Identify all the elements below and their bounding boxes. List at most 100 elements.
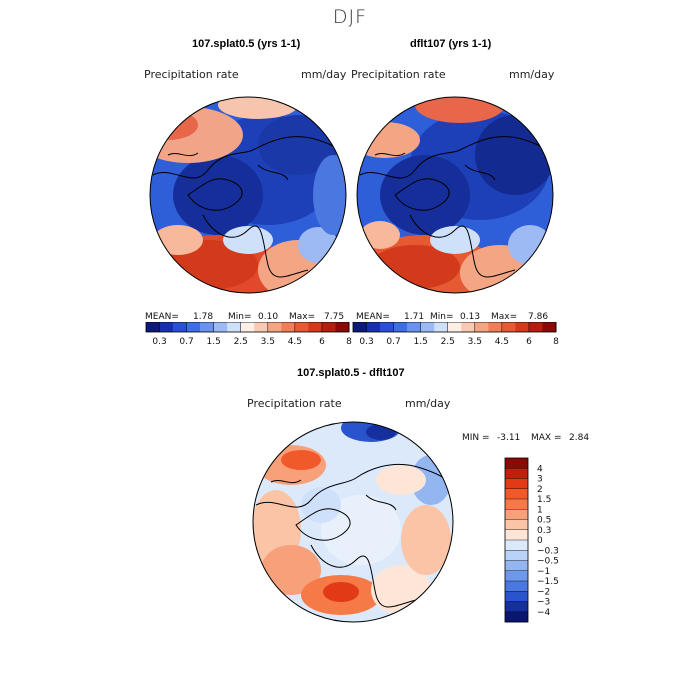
panel3-colorbar-tick-label: −0.3 <box>537 546 559 556</box>
panel1-colorbar-tick-label: 4.5 <box>288 337 302 347</box>
panel1-colorbar-tick-label: 1.5 <box>207 337 221 347</box>
panel3-colorbar-swatch <box>505 560 528 572</box>
panel2-mean-value: 1.71 <box>404 312 425 322</box>
panel2-colorbar-tick-label: 2.5 <box>441 337 455 347</box>
panel1-units: mm/day <box>301 68 347 81</box>
panel3-colorbar-tick-label: −0.5 <box>537 557 559 567</box>
panel3-map <box>252 421 454 623</box>
panel2-colorbar-tick-label: 6 <box>526 337 532 347</box>
panel3-colorbar-tick-label: 0 <box>537 536 543 546</box>
panel1-colorbar-swatch <box>308 322 323 332</box>
panel3-colorbar-swatch <box>505 540 528 551</box>
panel2-units: mm/day <box>509 68 555 81</box>
panel3-colorbar-tick-label: 1.5 <box>537 495 551 505</box>
panel1-colorbar-swatch <box>186 322 201 332</box>
panel3-colorbar-tick-label: 3 <box>537 475 543 485</box>
panel1-colorbar-swatch <box>335 322 350 332</box>
panel3-title: 107.splat0.5 - dflt107 <box>297 367 405 379</box>
panel1-colorbar-tick-label: 8 <box>346 337 352 347</box>
panel1-colorbar-tick-label: 2.5 <box>234 337 248 347</box>
panel1-mean-value: 1.78 <box>193 312 214 322</box>
panel2-colorbar-swatch <box>528 322 543 332</box>
panel2-colorbar-swatch <box>501 322 516 332</box>
panel1-max-value: 7.75 <box>324 312 345 322</box>
panel1-colorbar-swatch <box>281 322 296 332</box>
panel3-max-label: MAX = <box>531 433 562 443</box>
panel3-colorbar-swatch <box>505 509 528 520</box>
panel1-colorbar-swatch <box>213 322 228 332</box>
panel2-colorbar-tick-label: 8 <box>553 337 559 347</box>
panel1-colorbar-swatch <box>200 322 214 332</box>
panel3-colorbar-swatch <box>505 570 528 582</box>
panel3-colorbar-tick-label: −3 <box>537 598 550 608</box>
panel2-colorbar-swatch <box>366 322 381 332</box>
panel1-colorbar-tick-label: 3.5 <box>261 337 275 347</box>
panel3-min-label: MIN = <box>462 433 490 443</box>
panel1-colorbar-swatch <box>240 322 255 332</box>
panel2-colorbar-tick-label: 3.5 <box>468 337 482 347</box>
panel3-colorbar-swatch <box>505 458 528 469</box>
panel1-colorbar-swatch <box>146 322 160 332</box>
panel1-min-value: 0.10 <box>258 312 279 322</box>
panel1-colorbar: 0.3 0.7 1.5 2.5 3.5 4.5 6 8 <box>145 322 352 347</box>
panel2-colorbar-swatch <box>488 322 503 332</box>
panel2-colorbar-swatch <box>447 322 462 332</box>
panel1-colorbar-tick-label: 6 <box>319 337 325 347</box>
panel1-max-label: Max= <box>289 312 316 322</box>
panel2-colorbar-tick-label: 0.3 <box>359 337 373 347</box>
panel3-variable: Precipitation rate <box>247 397 342 410</box>
panel3-colorbar-tick-label: −4 <box>537 608 551 618</box>
panel1-map <box>149 96 347 294</box>
panel3-colorbar-swatch <box>505 519 528 531</box>
panel1-colorbar-swatch <box>294 322 309 332</box>
panel2-max-label: Max= <box>491 312 518 322</box>
panel3-colorbar-swatch <box>505 601 528 613</box>
panel2-colorbar-swatch <box>515 322 530 332</box>
panel1-colorbar-swatch <box>159 322 174 332</box>
panel1-mean-label: MEAN= <box>145 312 179 322</box>
panel2-colorbar: 0.3 0.7 1.5 2.5 3.5 4.5 6 8 <box>352 322 559 347</box>
panel3-colorbar-swatch <box>505 581 528 592</box>
panel2-colorbar-swatch <box>393 322 408 332</box>
panel3-colorbar-swatch <box>505 478 528 490</box>
panel1-colorbar-swatch <box>227 322 242 332</box>
panel2-variable: Precipitation rate <box>351 68 446 81</box>
panel2-colorbar-swatch <box>407 322 421 332</box>
panel2-colorbar-swatch <box>542 322 557 332</box>
panel3-colorbar-tick-label: 0.5 <box>537 516 551 526</box>
panel2-min-label: Min= <box>430 312 454 322</box>
panel3-colorbar-tick-label: 0.3 <box>537 526 551 536</box>
panel3-colorbar-tick-label: 4 <box>537 464 543 474</box>
panel3-colorbar-swatch <box>505 468 528 479</box>
season-title: DJF <box>332 6 368 28</box>
panel3-colorbar-swatch <box>505 529 528 541</box>
panel1-colorbar-swatch <box>254 322 269 332</box>
panel2-colorbar-swatch <box>353 322 367 332</box>
panel2-colorbar-swatch <box>434 322 449 332</box>
panel3-colorbar-swatch <box>505 591 528 602</box>
panel2-colorbar-swatch <box>461 322 476 332</box>
panel1-variable: Precipitation rate <box>144 68 239 81</box>
panel2-max-value: 7.86 <box>528 312 549 322</box>
panel3-units: mm/day <box>405 397 451 410</box>
panel2-colorbar-tick-label: 1.5 <box>414 337 428 347</box>
panel1-colorbar-swatch <box>267 322 282 332</box>
panel3-colorbar-swatch <box>505 499 528 510</box>
panel1-colorbar-tick-label: 0.3 <box>152 337 166 347</box>
panel2-colorbar-tick-label: 4.5 <box>495 337 509 347</box>
panel1-colorbar-swatch <box>173 322 187 332</box>
panel2-title: dflt107 (yrs 1-1) <box>410 38 492 50</box>
panel3-min-value: -3.11 <box>497 433 521 443</box>
panel3-max-value: 2.84 <box>569 433 590 443</box>
panel1-colorbar-swatch <box>321 322 336 332</box>
panel2-colorbar-swatch <box>420 322 435 332</box>
panel3-colorbar-tick-label: −1 <box>537 567 550 577</box>
panel3-colorbar-tick-label: 1 <box>537 505 543 515</box>
panel2-colorbar-swatch <box>380 322 394 332</box>
panel2-colorbar-tick-label: 0.7 <box>386 337 400 347</box>
panel2-mean-label: MEAN= <box>356 312 390 322</box>
panel3-colorbar-tick-label: 2 <box>537 485 543 495</box>
panel3-colorbar-swatch <box>505 550 528 561</box>
panel1-title: 107.splat0.5 (yrs 1-1) <box>192 38 301 50</box>
